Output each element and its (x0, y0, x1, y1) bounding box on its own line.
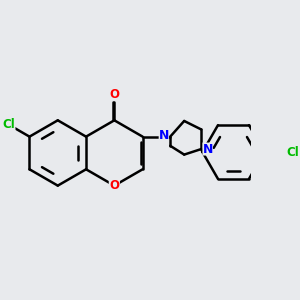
Text: N: N (159, 129, 169, 142)
Text: O: O (109, 179, 119, 192)
Text: N: N (202, 142, 213, 156)
Text: Cl: Cl (287, 146, 299, 158)
Text: Cl: Cl (2, 118, 15, 130)
Text: O: O (109, 88, 119, 101)
